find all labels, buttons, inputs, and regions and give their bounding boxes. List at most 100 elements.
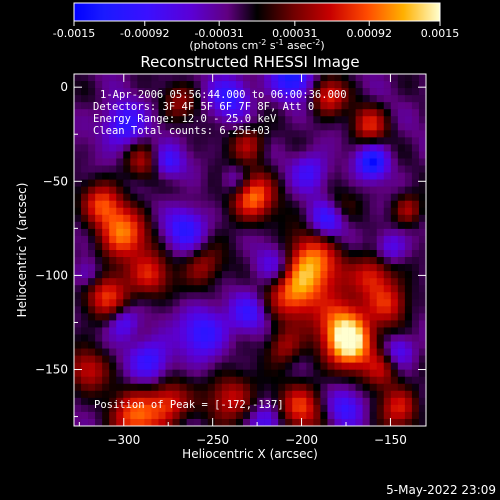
heatmap-cell bbox=[151, 278, 159, 286]
heatmap-cell bbox=[144, 306, 152, 314]
heatmap-cell bbox=[264, 235, 272, 244]
heatmap-cell bbox=[172, 88, 180, 96]
heatmap-cell bbox=[313, 264, 321, 272]
heatmap-cell bbox=[102, 193, 110, 202]
heatmap-cell bbox=[306, 355, 314, 363]
heatmap-cell bbox=[369, 137, 378, 145]
heatmap-cell bbox=[341, 271, 349, 279]
heatmap-cell bbox=[158, 390, 166, 399]
heatmap-cell bbox=[193, 264, 202, 272]
heatmap-cell bbox=[390, 235, 399, 244]
heatmap-cell bbox=[151, 341, 159, 349]
timestamp: 5-May-2022 23:09 bbox=[386, 483, 496, 497]
heatmap-cell bbox=[102, 137, 110, 145]
heatmap-cell bbox=[102, 327, 110, 335]
heatmap-cell bbox=[397, 250, 406, 258]
heatmap-cell bbox=[109, 242, 117, 251]
heatmap-cell bbox=[74, 271, 82, 279]
heatmap-cell bbox=[242, 116, 251, 124]
heatmap-cell bbox=[418, 362, 426, 370]
heatmap-cell bbox=[221, 397, 230, 406]
heatmap-cell bbox=[278, 214, 286, 223]
heatmap-cell bbox=[418, 158, 426, 166]
heatmap-cell bbox=[221, 74, 230, 82]
heatmap-cell bbox=[88, 151, 96, 159]
heatmap-cell bbox=[179, 383, 187, 392]
heatmap-cell bbox=[327, 193, 335, 202]
heatmap-cell bbox=[362, 418, 370, 426]
heatmap-cell bbox=[81, 355, 89, 363]
heatmap-cell bbox=[334, 221, 342, 230]
heatmap-cell bbox=[383, 250, 392, 258]
heatmap-cell bbox=[228, 221, 237, 230]
heatmap-cell bbox=[123, 123, 131, 131]
heatmap-cell bbox=[292, 362, 300, 370]
heatmap-cell bbox=[137, 278, 145, 286]
heatmap-cell bbox=[418, 235, 426, 244]
heatmap-cell bbox=[327, 221, 335, 230]
heatmap-cell bbox=[334, 348, 342, 356]
heatmap-cell bbox=[221, 207, 230, 216]
heatmap-cell bbox=[278, 271, 286, 279]
heatmap-cell bbox=[390, 221, 399, 230]
heatmap-cell bbox=[390, 404, 399, 413]
heatmap-cell bbox=[299, 334, 307, 342]
heatmap-cell bbox=[278, 264, 286, 272]
heatmap-cell bbox=[235, 292, 244, 300]
heatmap-cell bbox=[207, 257, 216, 265]
heatmap-cell bbox=[271, 123, 279, 131]
heatmap-cell bbox=[95, 235, 103, 244]
heatmap-cell bbox=[278, 207, 286, 216]
heatmap-cell bbox=[257, 404, 265, 413]
heatmap-cell bbox=[172, 404, 180, 413]
heatmap-cell bbox=[123, 137, 131, 145]
heatmap-cell bbox=[285, 228, 293, 237]
heatmap-cell bbox=[362, 186, 370, 194]
heatmap-cell bbox=[88, 397, 96, 406]
heatmap-cell bbox=[130, 299, 138, 307]
heatmap-cell bbox=[383, 292, 392, 300]
heatmap-cell bbox=[74, 123, 82, 131]
heatmap-cell bbox=[137, 242, 145, 251]
heatmap-cell bbox=[95, 264, 103, 272]
heatmap-cell bbox=[186, 214, 194, 223]
heatmap-cell bbox=[158, 411, 166, 420]
heatmap-cell bbox=[109, 320, 117, 328]
heatmap-cell bbox=[165, 74, 173, 82]
heatmap-cell bbox=[151, 313, 159, 321]
heatmap-cell bbox=[390, 102, 399, 110]
heatmap-cell bbox=[109, 369, 117, 378]
heatmap-cell bbox=[355, 397, 363, 406]
heatmap-cell bbox=[306, 172, 314, 180]
heatmap-cell bbox=[341, 95, 349, 103]
heatmap-cell bbox=[123, 404, 131, 413]
heatmap-cell bbox=[200, 81, 209, 89]
heatmap-cell bbox=[242, 341, 251, 349]
heatmap-cell bbox=[172, 362, 180, 370]
heatmap-cell bbox=[102, 376, 110, 385]
heatmap-cell bbox=[193, 299, 202, 307]
heatmap-cell bbox=[250, 165, 258, 173]
heatmap-cell bbox=[285, 278, 293, 286]
heatmap-cell bbox=[172, 102, 180, 110]
heatmap-cell bbox=[306, 151, 314, 159]
heatmap-cell bbox=[172, 130, 180, 138]
heatmap-cell bbox=[362, 250, 370, 258]
heatmap-cell bbox=[348, 109, 356, 117]
heatmap-cell bbox=[271, 418, 279, 426]
heatmap-cell bbox=[235, 165, 244, 173]
heatmap-cell bbox=[355, 130, 363, 138]
heatmap-cell bbox=[228, 404, 237, 413]
heatmap-cell bbox=[116, 242, 124, 251]
heatmap-cell bbox=[397, 362, 406, 370]
heatmap-cell bbox=[116, 369, 124, 378]
heatmap-cell bbox=[116, 130, 124, 138]
heatmap-cell bbox=[137, 313, 145, 321]
heatmap-cell bbox=[411, 341, 420, 349]
heatmap-cell bbox=[74, 306, 82, 314]
heatmap-cell bbox=[334, 130, 342, 138]
heatmap-cell bbox=[348, 250, 356, 258]
heatmap-cell bbox=[313, 334, 321, 342]
heatmap-cell bbox=[221, 362, 230, 370]
heatmap-cell bbox=[320, 320, 328, 328]
